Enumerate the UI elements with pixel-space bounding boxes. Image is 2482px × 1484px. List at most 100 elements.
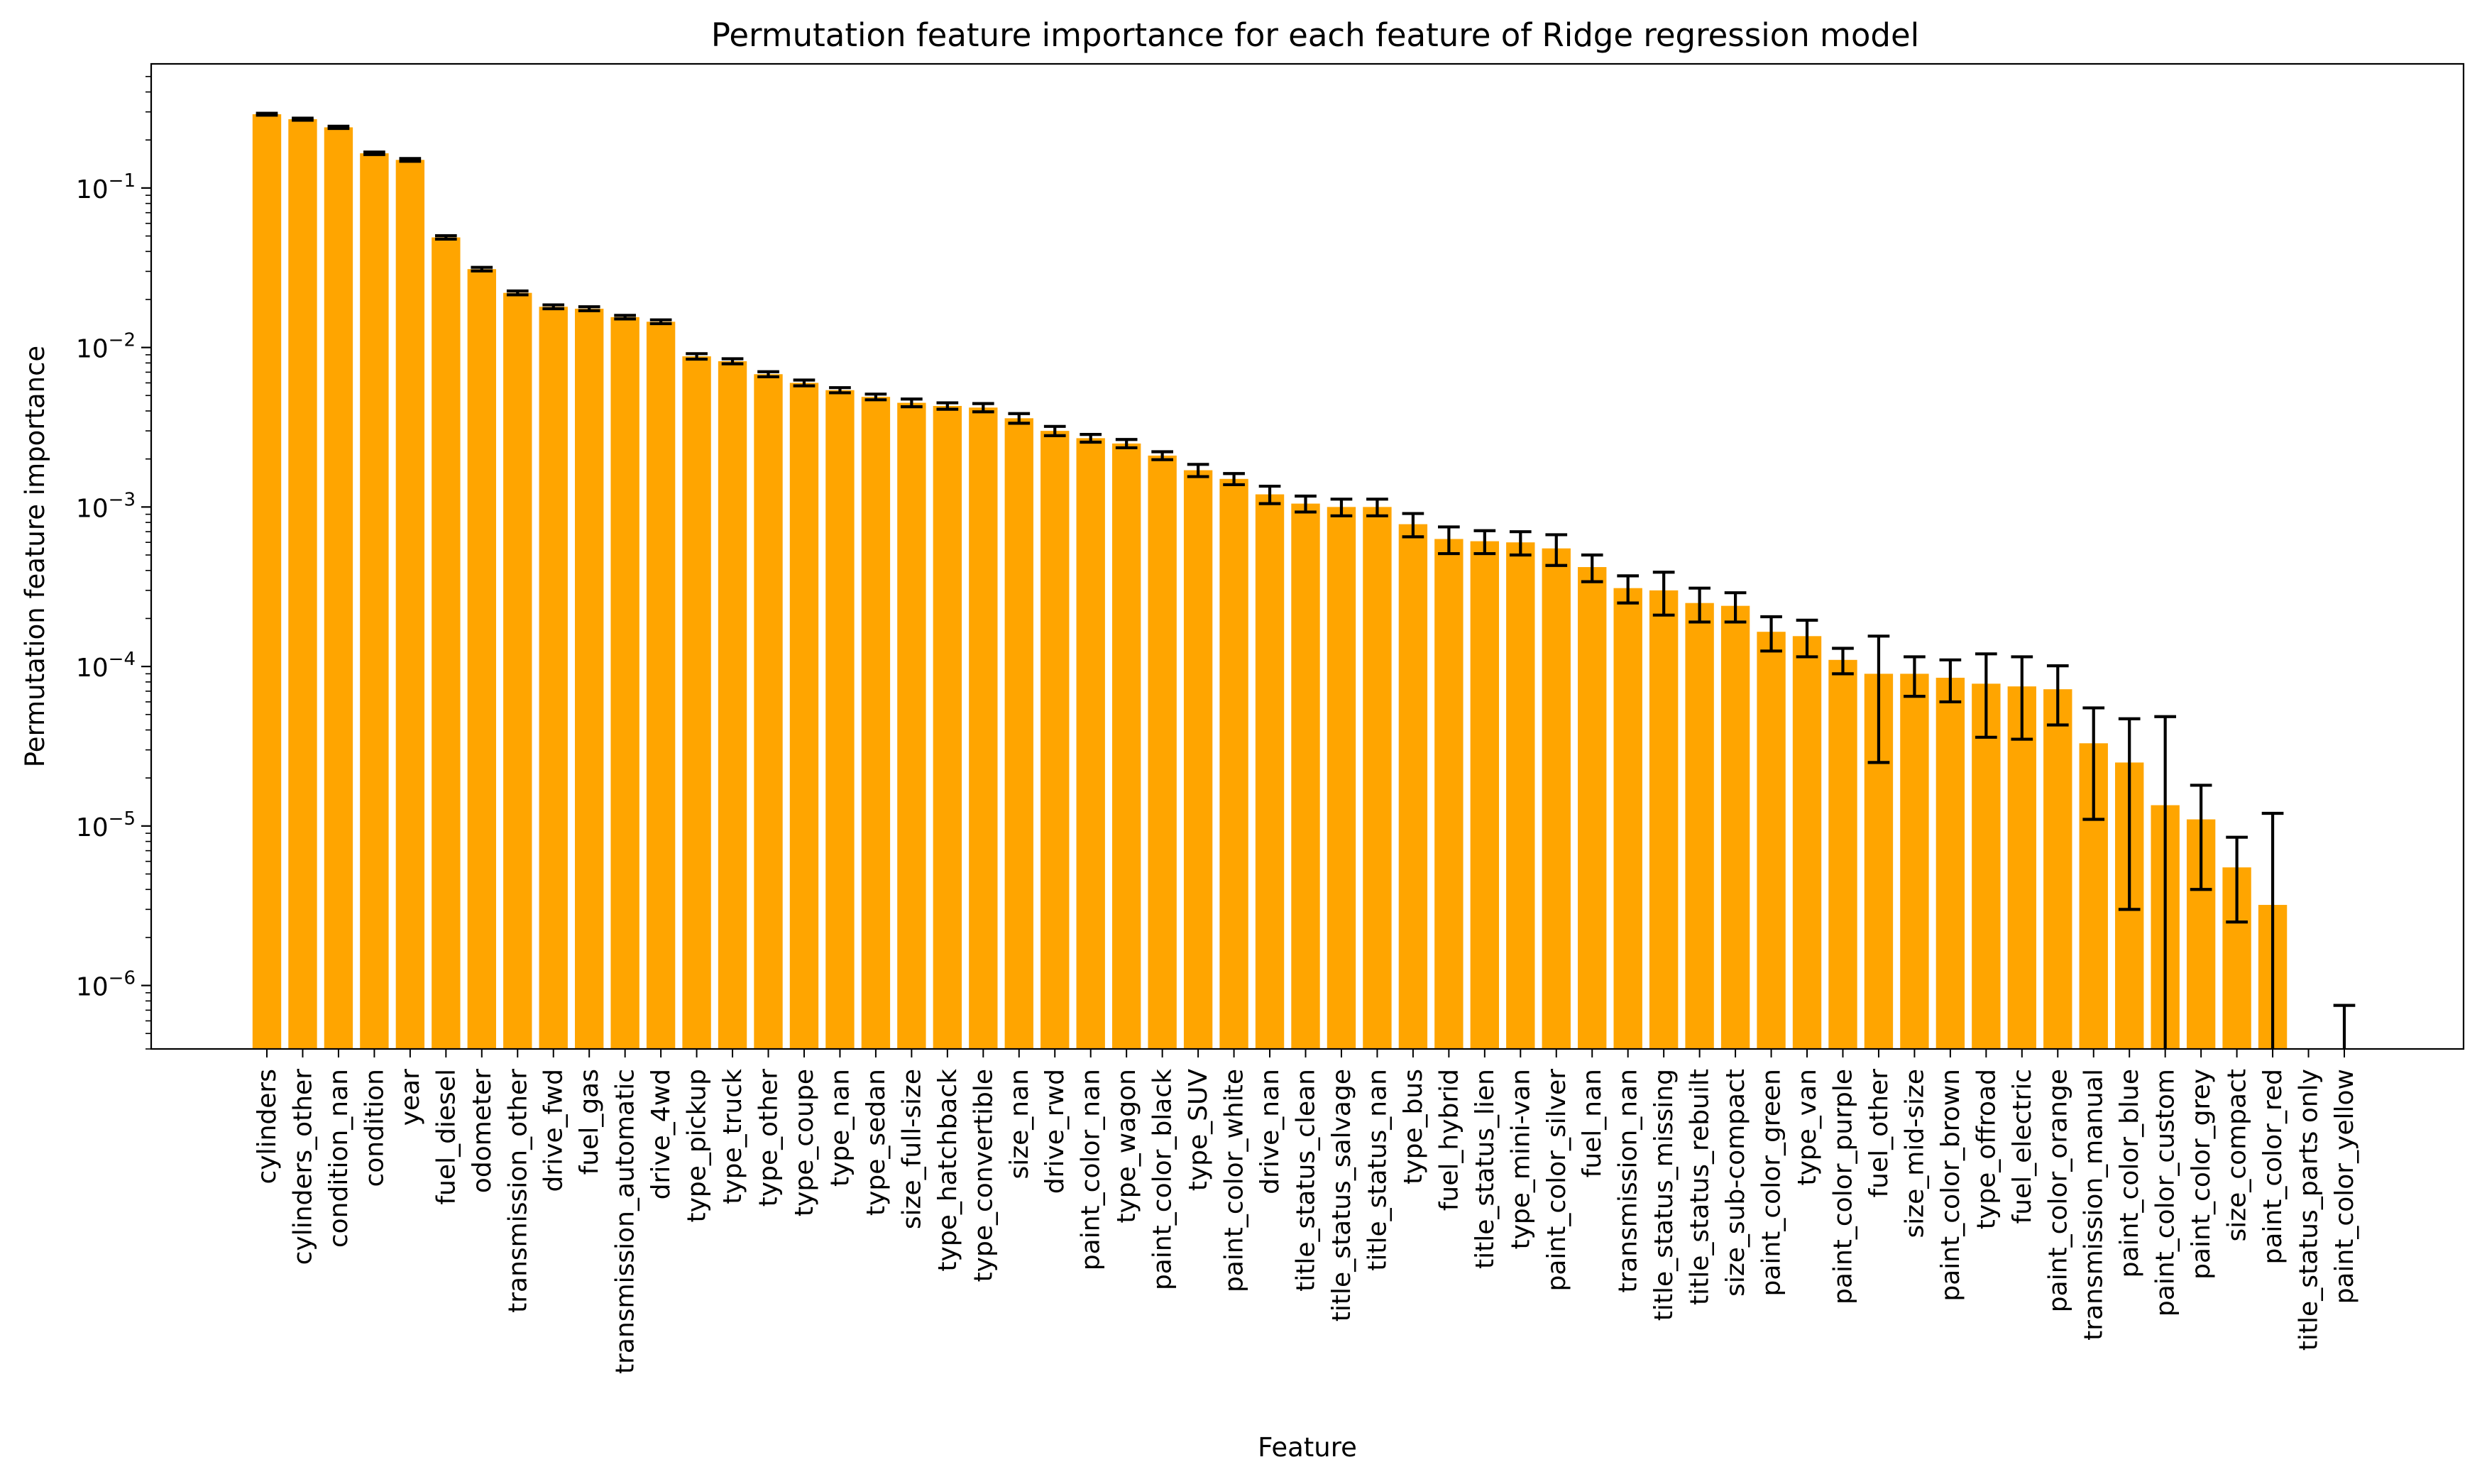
bar [646, 321, 676, 1049]
error-bar [1043, 424, 1066, 437]
x-tick-label: paint_color_white [1220, 1069, 1249, 1292]
error-bar [1796, 618, 1818, 659]
x-tick-label: type_truck [718, 1069, 747, 1204]
x-tick-label: type_hatchback [933, 1069, 962, 1272]
y-tick-label: 10−5 [76, 808, 136, 842]
bar [1076, 438, 1105, 1049]
bars-layer [252, 114, 2288, 1050]
bar [1111, 443, 1141, 1049]
y-axis: 10−6 10−5 10−4 10−3 10−2 10−1 [76, 75, 151, 1050]
error-bar [1545, 533, 1568, 567]
bar [1148, 455, 1177, 1049]
bar [1004, 418, 1033, 1049]
error-bar [793, 378, 816, 388]
x-tick-label: type_wagon [1112, 1069, 1141, 1224]
error-bar [1295, 494, 1317, 514]
y-tick-label: 10−1 [76, 170, 136, 204]
x-tick-label: fuel_diesel [432, 1069, 461, 1205]
bar [682, 356, 711, 1049]
error-bar [578, 305, 600, 312]
bar [1792, 636, 1822, 1049]
bar [1685, 603, 1714, 1049]
error-bar [972, 402, 994, 414]
x-tick-label: type_van [1793, 1069, 1822, 1186]
error-bar [1724, 591, 1747, 624]
bar [1291, 503, 1320, 1049]
x-tick-label: transmission_nan [1614, 1069, 1643, 1293]
error-bar [471, 265, 493, 273]
error-bar [686, 352, 708, 361]
error-bar [1867, 634, 1890, 764]
error-bar [434, 234, 457, 241]
bar [1542, 548, 1571, 1049]
bar [1040, 431, 1070, 1049]
error-bar [256, 111, 278, 117]
error-bar [2082, 706, 2105, 821]
bar [1183, 470, 1213, 1049]
error-bar [1008, 412, 1031, 425]
bar [1757, 632, 1786, 1049]
x-tick-label: paint_color_nan [1077, 1069, 1106, 1270]
y-tick-label: 10−2 [76, 330, 136, 364]
error-bar [1617, 574, 1640, 605]
bar [1935, 677, 1965, 1049]
error-bar [327, 124, 350, 131]
error-bar [1402, 512, 1424, 539]
error-bar [2226, 835, 2248, 924]
bar [360, 153, 389, 1049]
bar [1398, 524, 1428, 1049]
error-bar [721, 357, 744, 365]
x-tick-label: drive_4wd [647, 1069, 676, 1199]
error-bar [864, 392, 887, 402]
error-bar [399, 157, 422, 163]
x-tick-label: drive_fwd [539, 1069, 569, 1192]
bar [1613, 588, 1642, 1049]
error-bar [1581, 553, 1603, 583]
bar [1578, 567, 1607, 1049]
bar [1720, 605, 1750, 1049]
bar [252, 114, 282, 1049]
x-tick-label: transmission_automatic [611, 1069, 640, 1374]
x-tick-label: paint_color_green [1757, 1069, 1786, 1296]
error-bar [1904, 655, 1926, 698]
error-bar [1438, 525, 1460, 556]
x-tick-label: title_status_missing [1649, 1069, 1679, 1321]
bar [933, 405, 962, 1049]
bar [2007, 686, 2036, 1049]
bar [2043, 689, 2072, 1049]
error-bar [1939, 658, 1962, 704]
bar [432, 237, 461, 1050]
x-tick-label: transmission_manual [2080, 1069, 2109, 1341]
error-bar [1330, 498, 1353, 517]
x-tick-label: condition_nan [324, 1069, 353, 1248]
x-tick-label: size_mid-size [1900, 1069, 1929, 1238]
bar [1900, 674, 1929, 1049]
x-tick-label: paint_color_custom [2151, 1069, 2180, 1317]
x-axis: cylinders cylinders_other condition_nan con… [253, 1049, 2359, 1374]
bar [754, 374, 783, 1049]
x-tick-label: paint_color_silver [1542, 1069, 1571, 1292]
error-bar [1151, 450, 1173, 461]
error-bar [1473, 529, 1496, 556]
x-tick-label: title_status_nan [1363, 1069, 1392, 1271]
x-tick-label: paint_color_grey [2187, 1069, 2216, 1280]
bar [324, 127, 353, 1049]
error-bar [292, 116, 314, 122]
plot-frame [150, 62, 2465, 1050]
bar [1470, 541, 1500, 1049]
error-bar [649, 318, 672, 326]
error-bar [757, 370, 779, 379]
error-bar [1975, 652, 1997, 739]
y-tick-label: 10−4 [76, 649, 136, 683]
bar [1219, 478, 1248, 1049]
x-tick-label: type_SUV [1184, 1069, 1213, 1192]
bar [1255, 494, 1285, 1049]
x-tick-label: type_nan [825, 1069, 855, 1187]
error-bar [1832, 647, 1854, 676]
error-bar [2333, 1004, 2356, 1049]
error-bar [2154, 715, 2177, 1049]
x-tick-label: size_full-size [897, 1069, 926, 1229]
error-bar [1223, 472, 1245, 487]
error-bar [2046, 664, 2069, 727]
bar [288, 119, 317, 1050]
